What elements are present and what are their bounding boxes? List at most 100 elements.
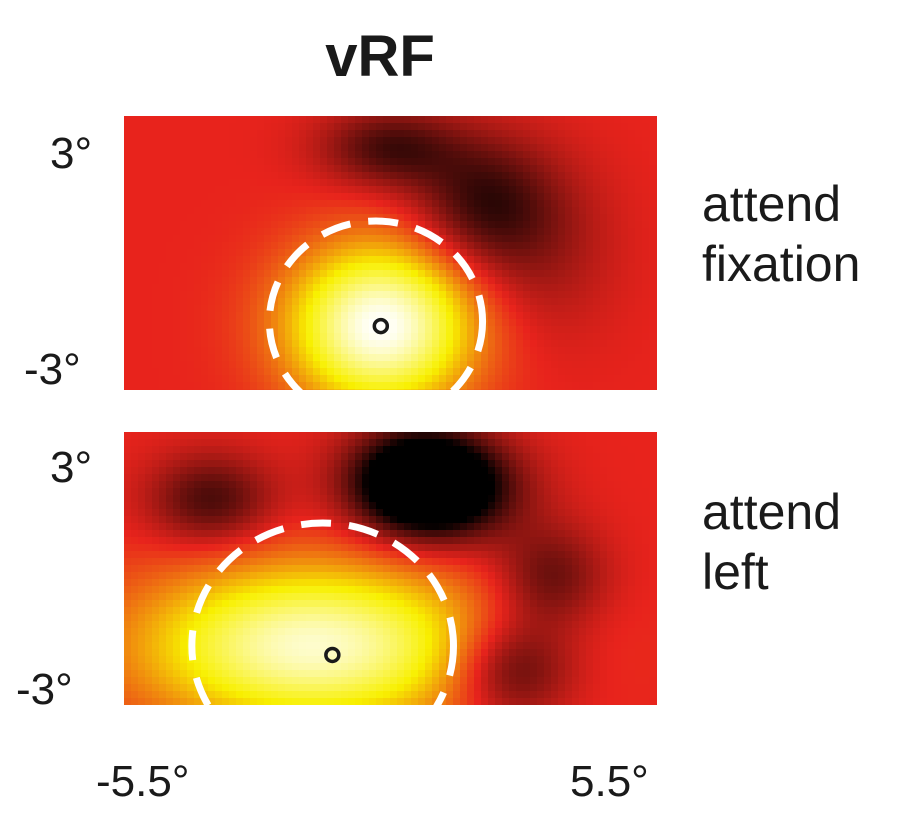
heatmap-cell — [341, 439, 349, 447]
heatmap-cell — [642, 368, 650, 376]
heatmap-cell — [600, 551, 608, 559]
heatmap-cell — [285, 530, 293, 538]
heatmap-cell — [271, 130, 279, 138]
heatmap-cell — [600, 130, 608, 138]
heatmap-cell — [215, 551, 223, 559]
heatmap-cell — [607, 516, 615, 524]
heatmap-cell — [656, 277, 657, 285]
heatmap-cell — [138, 375, 146, 383]
heatmap-cell — [341, 502, 349, 510]
heatmap-cell — [355, 249, 363, 257]
heatmap-cell — [635, 333, 643, 341]
heatmap-cell — [313, 340, 321, 348]
heatmap-cell — [530, 256, 538, 264]
heatmap-cell — [600, 516, 608, 524]
heatmap-cell — [299, 186, 307, 194]
heatmap-cell — [425, 488, 433, 496]
heatmap-cell — [194, 179, 202, 187]
heatmap-cell — [432, 551, 440, 559]
heatmap-cell — [320, 375, 328, 383]
heatmap-cell — [397, 200, 405, 208]
heatmap-cell — [439, 347, 447, 355]
heatmap-cell — [138, 579, 146, 587]
heatmap-cell — [628, 586, 636, 594]
heatmap-cell — [131, 130, 139, 138]
heatmap-cell — [138, 312, 146, 320]
heatmap-cell — [173, 228, 181, 236]
heatmap-cell — [411, 228, 419, 236]
heatmap-cell — [544, 137, 552, 145]
heatmap-cell — [572, 361, 580, 369]
heatmap-cell — [306, 270, 314, 278]
heatmap-cell — [320, 165, 328, 173]
heatmap-cell — [194, 509, 202, 517]
heatmap-cell — [187, 551, 195, 559]
heatmap-cell — [586, 214, 594, 222]
heatmap-cell — [124, 572, 132, 580]
heatmap-cell — [544, 270, 552, 278]
heatmap-cell — [516, 558, 524, 566]
heatmap-cell — [474, 249, 482, 257]
heatmap-cell — [250, 326, 258, 334]
heatmap-cell — [194, 235, 202, 243]
heatmap-cell — [635, 572, 643, 580]
heatmap-cell — [215, 340, 223, 348]
heatmap-cell — [565, 235, 573, 243]
heatmap-cell — [376, 270, 384, 278]
heatmap-cell — [432, 291, 440, 299]
heatmap-cell — [152, 593, 160, 601]
heatmap-cell — [194, 144, 202, 152]
heatmap-cell — [390, 130, 398, 138]
heatmap-cell — [299, 544, 307, 552]
heatmap-cell — [124, 333, 132, 341]
heatmap-cell — [432, 572, 440, 580]
heatmap-cell — [614, 544, 622, 552]
heatmap-cell — [516, 432, 524, 440]
heatmap-cell — [264, 200, 272, 208]
heatmap-cell — [222, 565, 230, 573]
heatmap-cell — [292, 158, 300, 166]
heatmap-cell — [348, 298, 356, 306]
heatmap-cell — [236, 354, 244, 362]
heatmap-cell — [397, 179, 405, 187]
heatmap-cell — [222, 305, 230, 313]
heatmap-cell — [376, 123, 384, 131]
heatmap-cell — [208, 551, 216, 559]
heatmap-cell — [593, 221, 601, 229]
heatmap-cell — [572, 509, 580, 517]
heatmap-cell — [229, 368, 237, 376]
heatmap-cell — [355, 312, 363, 320]
heatmap-cell — [271, 151, 279, 159]
heatmap-cell — [243, 516, 251, 524]
heatmap-cell — [642, 446, 650, 454]
heatmap-cell — [201, 530, 209, 538]
heatmap-cell — [565, 368, 573, 376]
heatmap-cell — [222, 291, 230, 299]
heatmap-cell — [180, 389, 188, 390]
heatmap-cell — [194, 347, 202, 355]
heatmap-cell — [439, 530, 447, 538]
heatmap-cell — [544, 305, 552, 313]
heatmap-cell — [299, 551, 307, 559]
heatmap-cell — [593, 165, 601, 173]
heatmap-cell — [194, 200, 202, 208]
heatmap-cell — [502, 193, 510, 201]
heatmap-cell — [642, 551, 650, 559]
heatmap-cell — [187, 375, 195, 383]
heatmap-cell — [572, 249, 580, 257]
heatmap-cell — [180, 340, 188, 348]
heatmap-cell — [208, 214, 216, 222]
heatmap-cell — [327, 481, 335, 489]
heatmap-cell — [138, 516, 146, 524]
heatmap-cell — [453, 179, 461, 187]
heatmap-cell — [621, 453, 629, 461]
heatmap-cell — [236, 481, 244, 489]
heatmap-cell — [208, 263, 216, 271]
heatmap-cell — [166, 467, 174, 475]
heatmap-cell — [579, 242, 587, 250]
heatmap-cell — [306, 600, 314, 608]
heatmap-cell — [558, 312, 566, 320]
heatmap-cell — [523, 165, 531, 173]
heatmap-cell — [369, 277, 377, 285]
heatmap-cell — [460, 432, 468, 440]
